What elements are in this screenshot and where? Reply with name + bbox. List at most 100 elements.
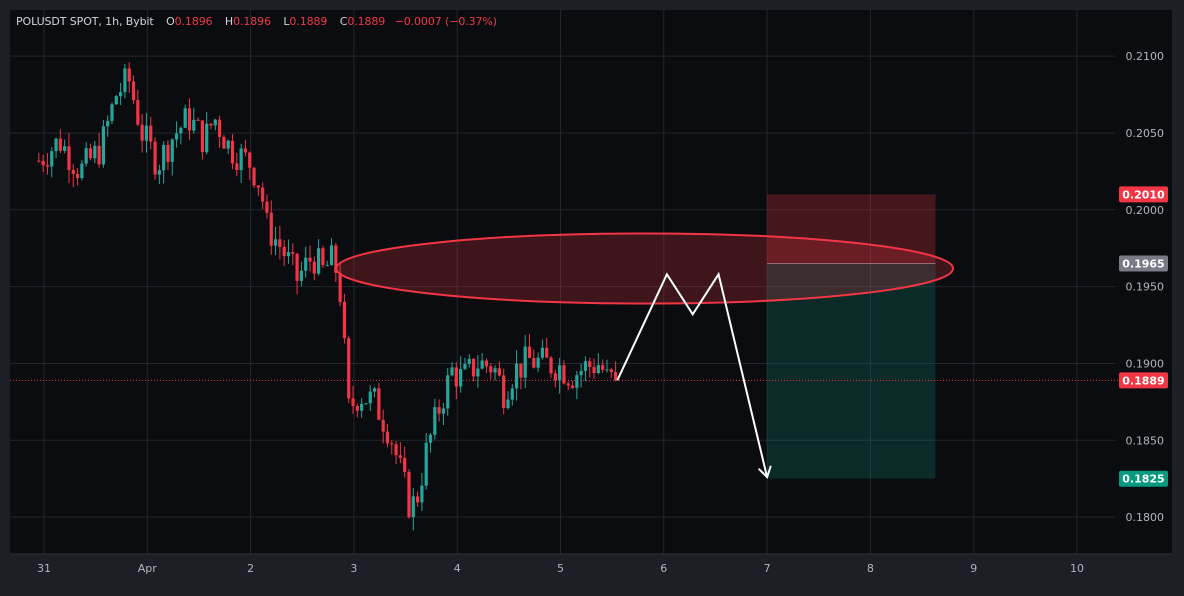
candle-body <box>235 163 239 171</box>
candle-body <box>269 212 273 246</box>
candle <box>545 337 549 358</box>
candle <box>385 424 390 448</box>
candle <box>174 121 179 148</box>
candle-body <box>88 148 93 159</box>
candle <box>282 240 286 266</box>
candle-body <box>605 369 609 371</box>
candle <box>347 335 351 404</box>
candle-body <box>545 347 549 358</box>
candle-body <box>394 444 398 456</box>
candle-body <box>609 369 613 373</box>
candle <box>157 164 161 185</box>
candle <box>583 356 588 382</box>
candle-body <box>454 367 458 387</box>
candle-body <box>428 434 433 443</box>
candle-body <box>308 257 312 262</box>
price-tag-background <box>1119 255 1168 272</box>
price-tag-background <box>1119 186 1168 203</box>
candle <box>480 352 484 370</box>
candle-body <box>523 346 527 378</box>
y-tick-label: 0.1800 <box>1126 511 1165 524</box>
drawing-layer-front <box>335 232 955 480</box>
candle <box>540 339 545 360</box>
high-label: H <box>224 15 234 28</box>
grid-lines <box>10 10 1115 554</box>
candle <box>321 245 325 269</box>
plot-background <box>10 10 1172 554</box>
x-tick-label: 2 <box>247 562 254 575</box>
y-tick-label: 0.1900 <box>1126 357 1165 370</box>
candle <box>476 355 480 388</box>
candle-body <box>566 383 570 386</box>
candle <box>459 356 463 393</box>
x-tick-label: 8 <box>867 562 874 575</box>
candle-body <box>592 366 596 374</box>
candle-body <box>613 372 618 381</box>
candle-body <box>200 120 204 153</box>
candle <box>502 368 506 415</box>
candle-body <box>230 140 235 164</box>
candle-body <box>446 375 450 409</box>
candle-body <box>166 144 170 162</box>
candle <box>416 491 420 507</box>
candle-body <box>342 302 347 339</box>
candle <box>506 390 510 410</box>
candle <box>609 367 613 379</box>
candle-body <box>261 187 265 202</box>
candle-body <box>265 201 269 213</box>
candle-body <box>67 146 71 170</box>
candle-body <box>368 391 372 404</box>
candle <box>286 239 291 264</box>
candle-body <box>601 365 605 370</box>
candle-body <box>75 173 80 179</box>
symbol-title[interactable]: POLUSDT SPOT, 1h, Bybit <box>16 15 154 28</box>
open-value: 0.1896 <box>174 15 213 28</box>
candle <box>291 243 295 266</box>
candle-body <box>583 361 588 371</box>
candle-body <box>97 145 101 165</box>
candle <box>153 137 157 180</box>
candle-body <box>209 123 213 126</box>
candle <box>532 349 536 369</box>
candle <box>605 359 609 373</box>
candle <box>149 116 153 150</box>
candle <box>295 252 299 295</box>
candle-body <box>329 245 334 266</box>
candle <box>140 113 144 153</box>
candle-body <box>162 144 166 171</box>
candle-body <box>381 419 385 432</box>
candle-body <box>45 165 50 167</box>
candle <box>381 409 385 444</box>
x-tick-label: 9 <box>970 562 977 575</box>
high-value: 0.1896 <box>233 15 271 28</box>
candle <box>58 129 62 154</box>
price-tag-background <box>1119 470 1168 487</box>
candle <box>265 194 269 219</box>
candle-body <box>364 403 368 405</box>
candle-body <box>424 442 428 486</box>
candle-body <box>390 443 394 445</box>
candle <box>570 380 575 390</box>
candle-body <box>493 368 497 373</box>
candle-body <box>334 245 338 273</box>
candle-body <box>136 100 140 125</box>
candle-body <box>71 169 75 174</box>
candle <box>80 159 84 181</box>
candle <box>596 353 600 375</box>
y-tick-label: 0.1950 <box>1126 281 1165 294</box>
candle <box>248 151 252 180</box>
candle-body <box>407 471 411 518</box>
candle <box>536 352 540 372</box>
candle <box>261 182 265 210</box>
x-tick-label: 31 <box>37 562 51 575</box>
candle <box>37 152 41 163</box>
candle <box>226 139 230 155</box>
candle <box>71 163 75 188</box>
candle <box>166 139 170 171</box>
candle-body <box>41 160 45 166</box>
candle-body <box>248 152 252 168</box>
candle <box>170 138 174 176</box>
candle <box>269 200 273 255</box>
